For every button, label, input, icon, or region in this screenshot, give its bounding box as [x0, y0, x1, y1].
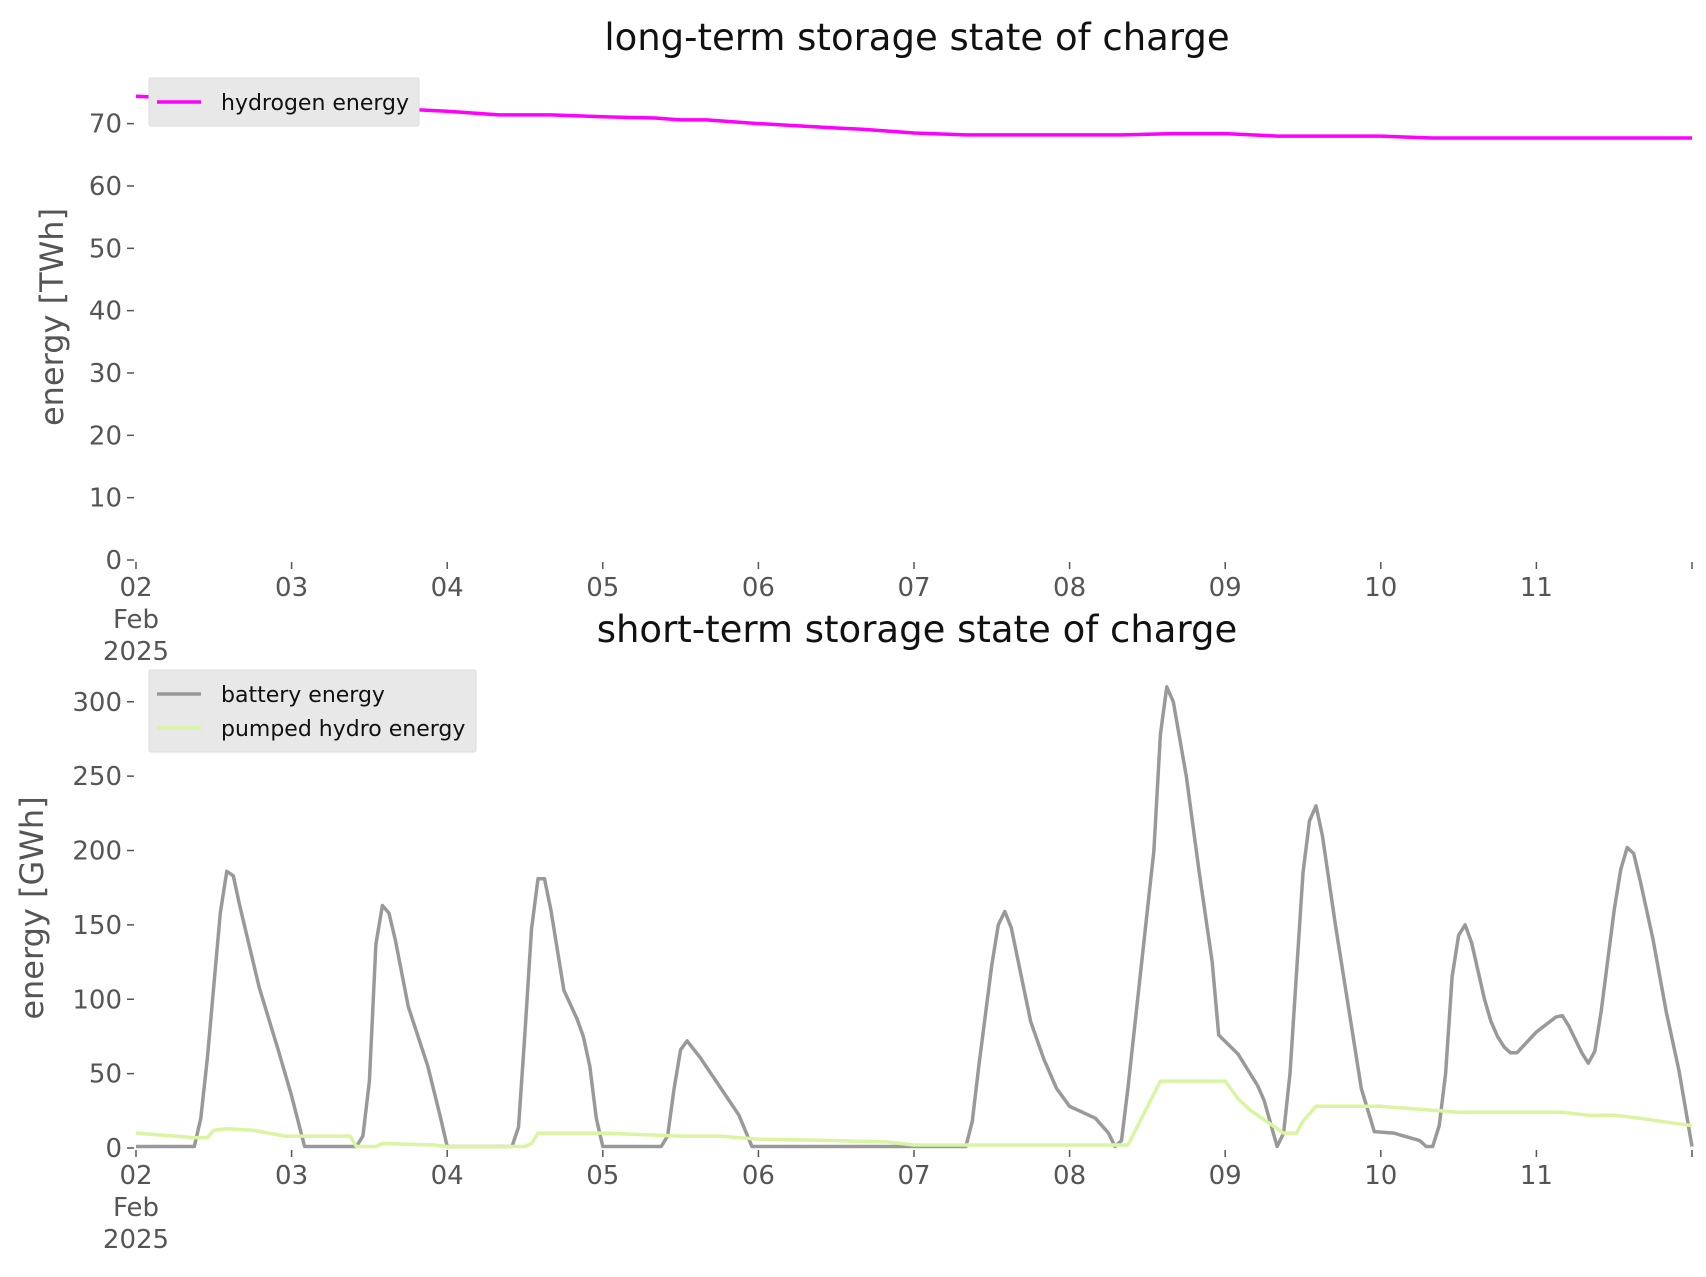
chart-short-term-storage: short-term storage state of charge energ…	[13, 608, 1694, 1255]
x-tick-month-label: Feb	[113, 1193, 159, 1223]
y-tick-label: 300	[72, 688, 122, 718]
x-tick-label: 04	[431, 1161, 464, 1191]
y-tick-label: 50	[89, 1060, 122, 1090]
x-tick-label: 03	[275, 1161, 308, 1191]
x-tick-label: 06	[742, 573, 775, 603]
x-tick-label: 04	[431, 573, 464, 603]
x-tick-label: 03	[275, 573, 308, 603]
series-line-2	[135, 1079, 1693, 1149]
legend-label: pumped hydro energy	[221, 717, 465, 742]
x-tick-year-label: 2025	[103, 1225, 169, 1255]
y-tick-label: 0	[105, 546, 122, 576]
x-tick-label: 02	[119, 1161, 152, 1191]
x-tick-label: 08	[1053, 1161, 1086, 1191]
x-tick-label: 11	[1520, 1161, 1553, 1191]
series-line-1	[135, 94, 1692, 140]
chart-title: short-term storage state of charge	[597, 608, 1238, 651]
x-tick-label: 02	[119, 573, 152, 603]
chart-title: long-term storage state of charge	[604, 16, 1229, 59]
legend-label: battery energy	[221, 683, 385, 708]
x-tick-label: 10	[1364, 1161, 1397, 1191]
y-tick-label: 40	[89, 297, 122, 327]
x-tick-month-label: Feb	[113, 605, 159, 635]
x-tick-label: 05	[586, 1161, 619, 1191]
x-tick-label: 07	[897, 1161, 930, 1191]
y-tick-label: 20	[89, 421, 122, 451]
x-tick-year-label: 2025	[103, 637, 169, 667]
x-tick-label: 07	[897, 573, 930, 603]
x-tick-label: 06	[742, 1161, 775, 1191]
x-tick-label: 09	[1209, 573, 1242, 603]
legend-box	[148, 669, 477, 753]
y-tick-label: 200	[72, 837, 122, 867]
y-tick-label: 30	[89, 359, 122, 389]
y-tick-label: 50	[89, 234, 122, 264]
y-tick-label: 250	[72, 762, 122, 792]
x-tick-label: 08	[1053, 573, 1086, 603]
series-line-1	[136, 685, 1694, 1149]
x-tick-label: 11	[1520, 573, 1553, 603]
y-axis-label: energy [TWh]	[33, 208, 71, 426]
y-axis-label: energy [GWh]	[13, 796, 51, 1019]
y-tick-label: 150	[72, 911, 122, 941]
y-tick-label: 0	[105, 1134, 122, 1164]
y-tick-label: 70	[89, 110, 122, 140]
chart-long-term-storage: long-term storage state of charge energy…	[33, 16, 1693, 667]
legend-label: hydrogen energy	[221, 91, 409, 116]
y-tick-label: 100	[72, 985, 122, 1015]
y-tick-label: 10	[89, 484, 122, 514]
x-tick-label: 10	[1364, 573, 1397, 603]
y-tick-label: 60	[89, 172, 122, 202]
x-tick-label: 09	[1209, 1161, 1242, 1191]
x-tick-label: 05	[586, 573, 619, 603]
legend-box	[148, 77, 420, 127]
